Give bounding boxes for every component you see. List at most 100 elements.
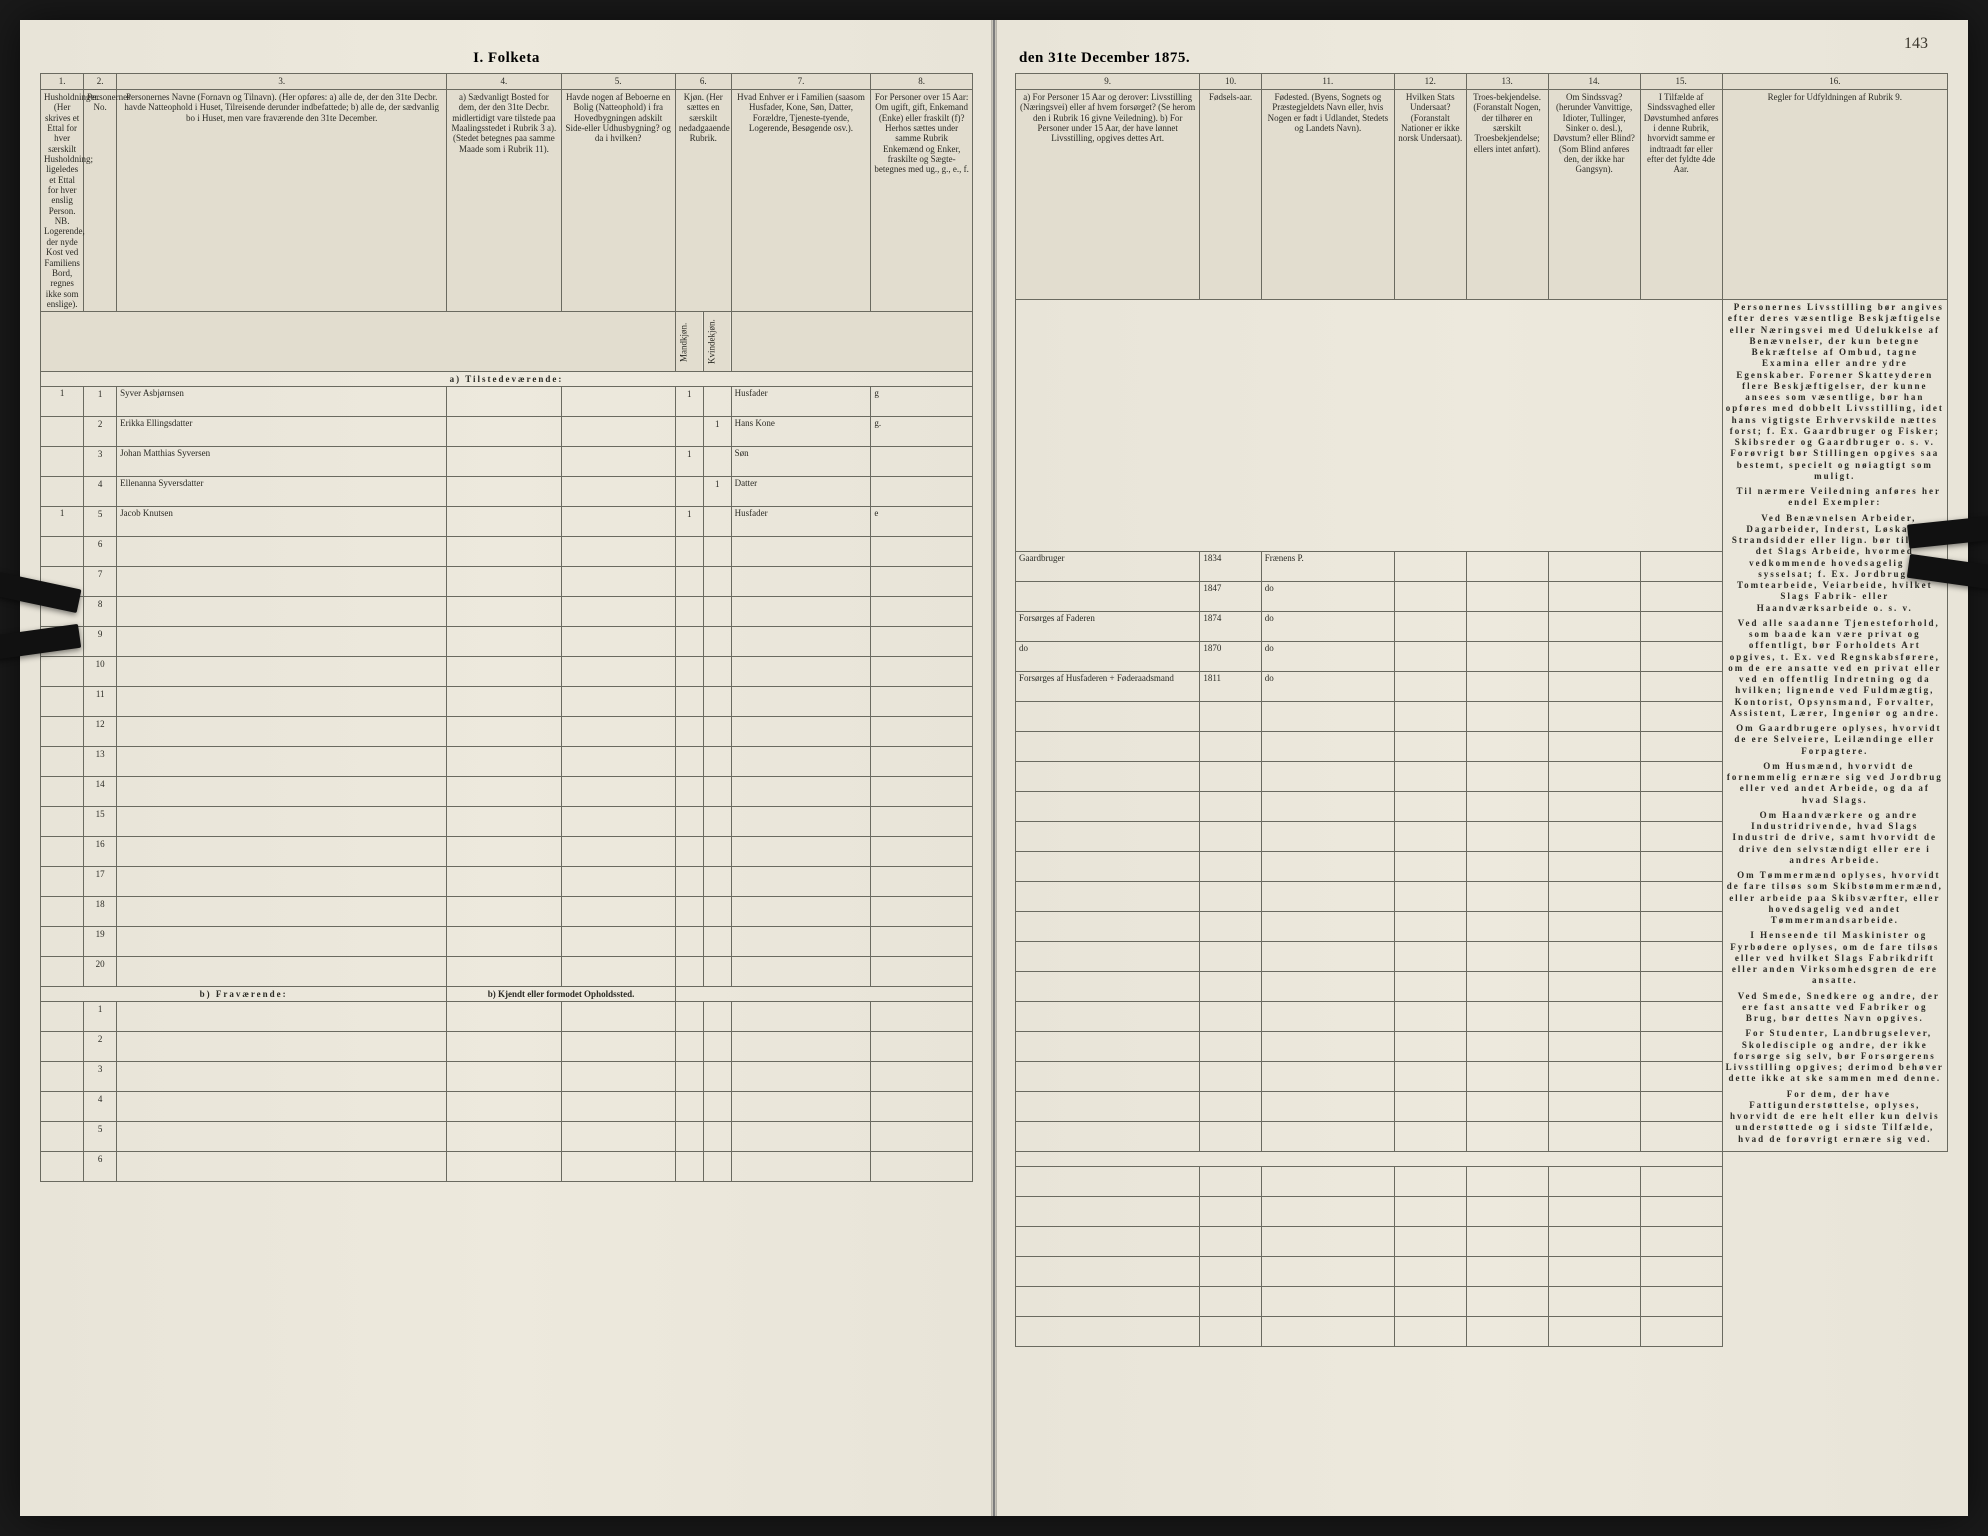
table-row: 15Jacob Knutsen1Husfadere — [41, 507, 973, 537]
right-page: 143 den 31te December 1875. 9. 10. 11. 1… — [995, 20, 1968, 1516]
cell: 3 — [84, 447, 117, 477]
cell — [1466, 1091, 1548, 1121]
cell — [1394, 761, 1466, 791]
cell — [1261, 881, 1394, 911]
cell — [447, 507, 561, 537]
cell — [675, 1122, 703, 1152]
table-row — [1016, 1226, 1948, 1256]
cell — [1016, 851, 1200, 881]
col-head: I Tilfælde af Sindssvaghed eller Døvstum… — [1640, 90, 1722, 300]
cell — [871, 897, 973, 927]
rules-paragraph: Ved Smede, Snedkere og andre, der ere fa… — [1726, 991, 1944, 1025]
col-head: Personernes Navne (Fornavn og Tilnavn). … — [117, 90, 447, 312]
cell — [1548, 1196, 1640, 1226]
col-num: 13. — [1466, 74, 1548, 90]
cell: e — [871, 507, 973, 537]
cell — [1394, 1166, 1466, 1196]
cell — [117, 717, 447, 747]
cell: do — [1016, 641, 1200, 671]
cell — [731, 927, 871, 957]
col-head: Troes-bekjendelse. (Foranstalt Nogen, de… — [1466, 90, 1548, 300]
cell — [703, 537, 731, 567]
cell — [447, 807, 561, 837]
table-row: 7 — [41, 567, 973, 597]
cell — [1394, 1226, 1466, 1256]
table-row: 11Syver Asbjørnsen1Husfaderg — [41, 387, 973, 417]
cell — [447, 747, 561, 777]
cell: 4 — [84, 477, 117, 507]
cell — [703, 447, 731, 477]
cell — [1200, 911, 1261, 941]
table-row: 18 — [41, 897, 973, 927]
cell — [1394, 1061, 1466, 1091]
cell: g. — [871, 417, 973, 447]
cell — [1466, 881, 1548, 911]
cell — [1640, 671, 1722, 701]
cell — [871, 687, 973, 717]
cell — [1548, 1286, 1640, 1316]
cell: 1 — [41, 387, 84, 417]
cell — [1466, 1061, 1548, 1091]
cell — [1016, 791, 1200, 821]
cell — [1016, 1166, 1200, 1196]
col-num: 16. — [1722, 74, 1947, 90]
cell — [1016, 941, 1200, 971]
cell — [1548, 551, 1640, 581]
cell — [117, 1062, 447, 1092]
cell — [675, 897, 703, 927]
table-row: 9 — [41, 627, 973, 657]
cell — [871, 867, 973, 897]
cell — [1394, 851, 1466, 881]
cell — [675, 1152, 703, 1182]
cell — [1466, 1286, 1548, 1316]
cell — [1200, 1031, 1261, 1061]
cell — [675, 417, 703, 447]
cell — [1548, 1256, 1640, 1286]
cell — [1548, 851, 1640, 881]
cell — [561, 507, 675, 537]
cell — [41, 777, 84, 807]
cell — [731, 627, 871, 657]
cell — [1394, 731, 1466, 761]
cell — [871, 657, 973, 687]
table-row: 19 — [41, 927, 973, 957]
rules-paragraph: I Henseende til Maskinister og Fyrbødere… — [1726, 930, 1944, 986]
cell: Gaardbruger — [1016, 551, 1200, 581]
table-row: 16 — [41, 837, 973, 867]
table-row — [1016, 1286, 1948, 1316]
cell — [675, 567, 703, 597]
cell — [1394, 791, 1466, 821]
cell — [1394, 911, 1466, 941]
col-head: a) For Personer 15 Aar og derover: Livss… — [1016, 90, 1200, 300]
cell — [447, 447, 561, 477]
table-row: 15 — [41, 807, 973, 837]
cell — [1548, 971, 1640, 1001]
cell: Ellenanna Syversdatter — [117, 477, 447, 507]
cell — [1548, 941, 1640, 971]
cell — [871, 747, 973, 777]
cell — [561, 567, 675, 597]
cell — [1640, 821, 1722, 851]
rules-paragraph: Om Husmænd, hvorvidt de fornemmelig ernæ… — [1726, 761, 1944, 806]
col-num: 15. — [1640, 74, 1722, 90]
cell — [871, 567, 973, 597]
cell — [1016, 881, 1200, 911]
cell — [447, 1032, 561, 1062]
cell — [871, 1122, 973, 1152]
cell: Søn — [731, 447, 871, 477]
cell: 1847 — [1200, 581, 1261, 611]
cell — [561, 1032, 675, 1062]
cell — [703, 927, 731, 957]
cell — [1466, 1121, 1548, 1151]
cell — [1548, 581, 1640, 611]
cell: 10 — [84, 657, 117, 687]
cell — [41, 897, 84, 927]
cell — [117, 567, 447, 597]
col-head: Hvad Enhver er i Familien (saasom Husfad… — [731, 90, 871, 312]
cell — [561, 627, 675, 657]
cell — [703, 387, 731, 417]
cell — [1200, 1091, 1261, 1121]
sub-male: Mandkjøn. — [675, 312, 703, 372]
cell — [731, 777, 871, 807]
cell — [675, 807, 703, 837]
